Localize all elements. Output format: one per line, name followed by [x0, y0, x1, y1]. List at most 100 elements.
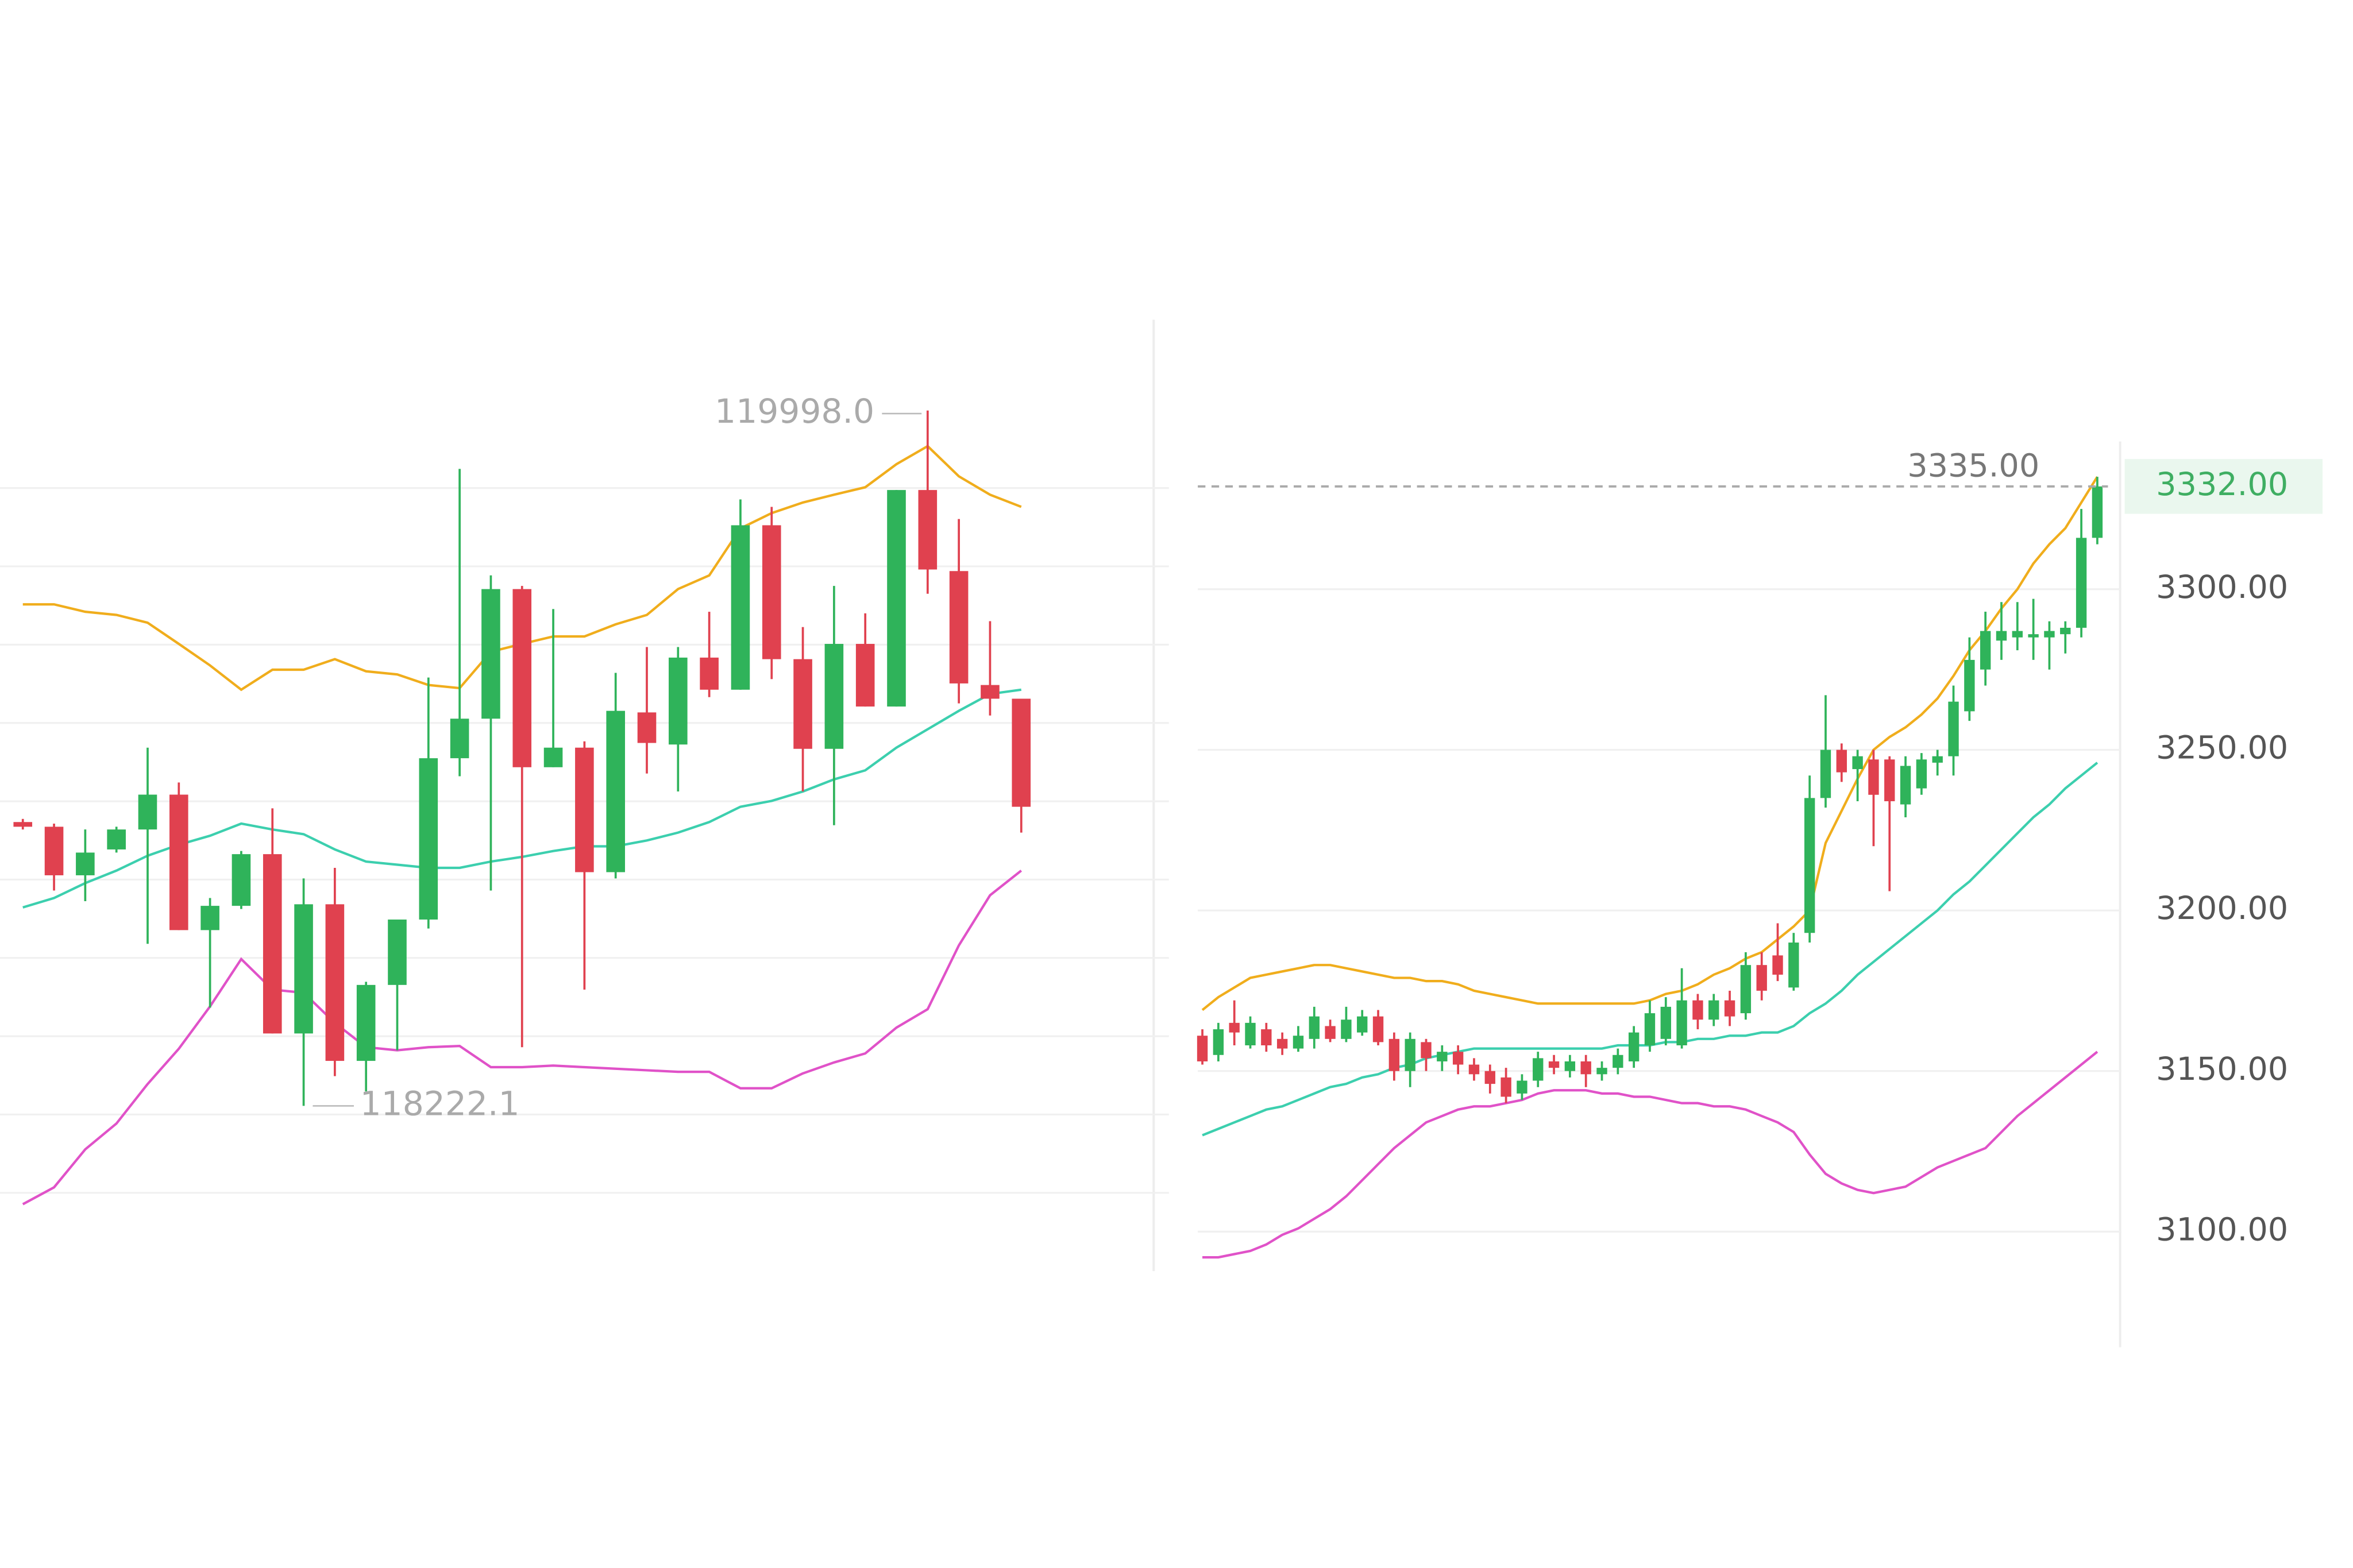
candle-body	[1452, 1052, 1464, 1065]
candle-body	[669, 657, 688, 745]
candle-body	[1564, 1061, 1576, 1071]
last-price-tag	[2124, 459, 2323, 514]
y-tick-label: 3150.00	[2156, 1051, 2288, 1088]
candle-body	[1261, 1029, 1272, 1045]
candle-body	[2060, 627, 2071, 635]
candle-body	[200, 906, 219, 930]
candle-body	[1229, 1022, 1240, 1033]
candle-body	[2092, 486, 2103, 538]
candle-body	[1388, 1038, 1400, 1071]
y-tick-label: 3300.00	[2156, 569, 2288, 606]
candle-body	[1437, 1052, 1448, 1061]
candle-body	[1868, 759, 1879, 795]
candle-body	[1405, 1038, 1415, 1071]
band-line	[1202, 1051, 2099, 1259]
candle-body	[44, 827, 64, 875]
candle-body	[1628, 1032, 1640, 1061]
candle-body	[263, 854, 282, 1034]
y-tick-label: 3200.00	[2156, 890, 2288, 927]
candle-body	[1916, 759, 1927, 789]
candle-body	[1644, 1013, 1656, 1045]
band-line	[22, 870, 1023, 1206]
candle-body	[13, 822, 33, 827]
low-annotation: 118222.1	[360, 1084, 520, 1123]
candle-body	[1357, 1016, 1368, 1033]
candle-body	[1580, 1061, 1591, 1075]
high-annotation: 3335.00	[1907, 447, 2039, 484]
candle-body	[107, 829, 126, 849]
candle-body	[1852, 756, 1863, 770]
candle-body	[855, 644, 875, 707]
candle-body	[1900, 766, 1911, 805]
candle-body	[887, 490, 906, 707]
candle-body	[1820, 750, 1831, 798]
y-tick-label: 3250.00	[2156, 729, 2288, 767]
candle-body	[1276, 1038, 1288, 1049]
candle-body	[1421, 1042, 1432, 1059]
candle-body	[1533, 1058, 1544, 1081]
candle-body	[1932, 756, 1943, 763]
candle-body	[606, 710, 625, 872]
candle-body	[1772, 955, 1783, 975]
candle-body	[388, 919, 407, 985]
candle-body	[1468, 1064, 1480, 1075]
candle-body	[1724, 1000, 1735, 1017]
y-tick-label: 3100.00	[2156, 1211, 2288, 1248]
candle-body	[762, 525, 781, 659]
candle-body	[1309, 1016, 1320, 1039]
candle-body	[2044, 631, 2055, 638]
candle-body	[2012, 631, 2023, 638]
candle-body	[1484, 1071, 1495, 1084]
candle-body	[1293, 1036, 1304, 1049]
candle-body	[1500, 1077, 1511, 1097]
band-line	[1201, 476, 2099, 1011]
candle-body	[1325, 1026, 1336, 1039]
candle-body	[637, 712, 657, 743]
candle-body	[1884, 759, 1895, 801]
candle-body	[1740, 965, 1752, 1014]
candle-body	[356, 984, 376, 1061]
candle-body	[1660, 1006, 1671, 1039]
candle-body	[2028, 634, 2039, 638]
candle-body	[512, 589, 532, 767]
candle-body	[294, 904, 313, 1034]
candle-body	[731, 525, 750, 690]
candle-body	[1245, 1022, 1256, 1045]
candle-body	[450, 719, 469, 759]
candle-body	[1804, 798, 1815, 933]
candle-body	[1996, 631, 2007, 641]
candle-body	[1012, 698, 1031, 807]
candle-body	[232, 854, 251, 906]
band-line	[1202, 762, 2099, 1137]
candle-body	[1948, 701, 1959, 756]
candle-body	[1756, 965, 1767, 991]
candle-body	[981, 685, 1000, 699]
candle-body	[138, 794, 157, 830]
candle-body	[76, 852, 95, 875]
candle-body	[481, 589, 500, 719]
candle-body	[1613, 1055, 1623, 1068]
candle-body	[169, 794, 188, 930]
last-price-label: 3332.00	[2156, 466, 2288, 503]
candle-body	[1708, 1000, 1719, 1020]
high-annotation: 119998.0	[715, 392, 874, 431]
candle-body	[325, 904, 345, 1061]
candle-body	[1788, 943, 1799, 988]
candle-body	[1341, 1019, 1352, 1039]
candle-body	[824, 644, 844, 749]
candle-body	[1213, 1029, 1224, 1055]
candle-body	[1964, 659, 1975, 712]
candle-body	[793, 659, 812, 749]
candle-body	[419, 758, 438, 920]
candle-body	[575, 747, 594, 872]
candle-body	[1548, 1061, 1560, 1068]
candle-body	[1836, 750, 1847, 773]
candle-body	[949, 571, 969, 683]
candle-body	[1692, 1000, 1703, 1020]
candle-body	[1197, 1036, 1208, 1061]
candle-body	[2076, 538, 2087, 628]
candle-body	[1980, 631, 1991, 670]
candle-body	[1676, 1000, 1687, 1045]
